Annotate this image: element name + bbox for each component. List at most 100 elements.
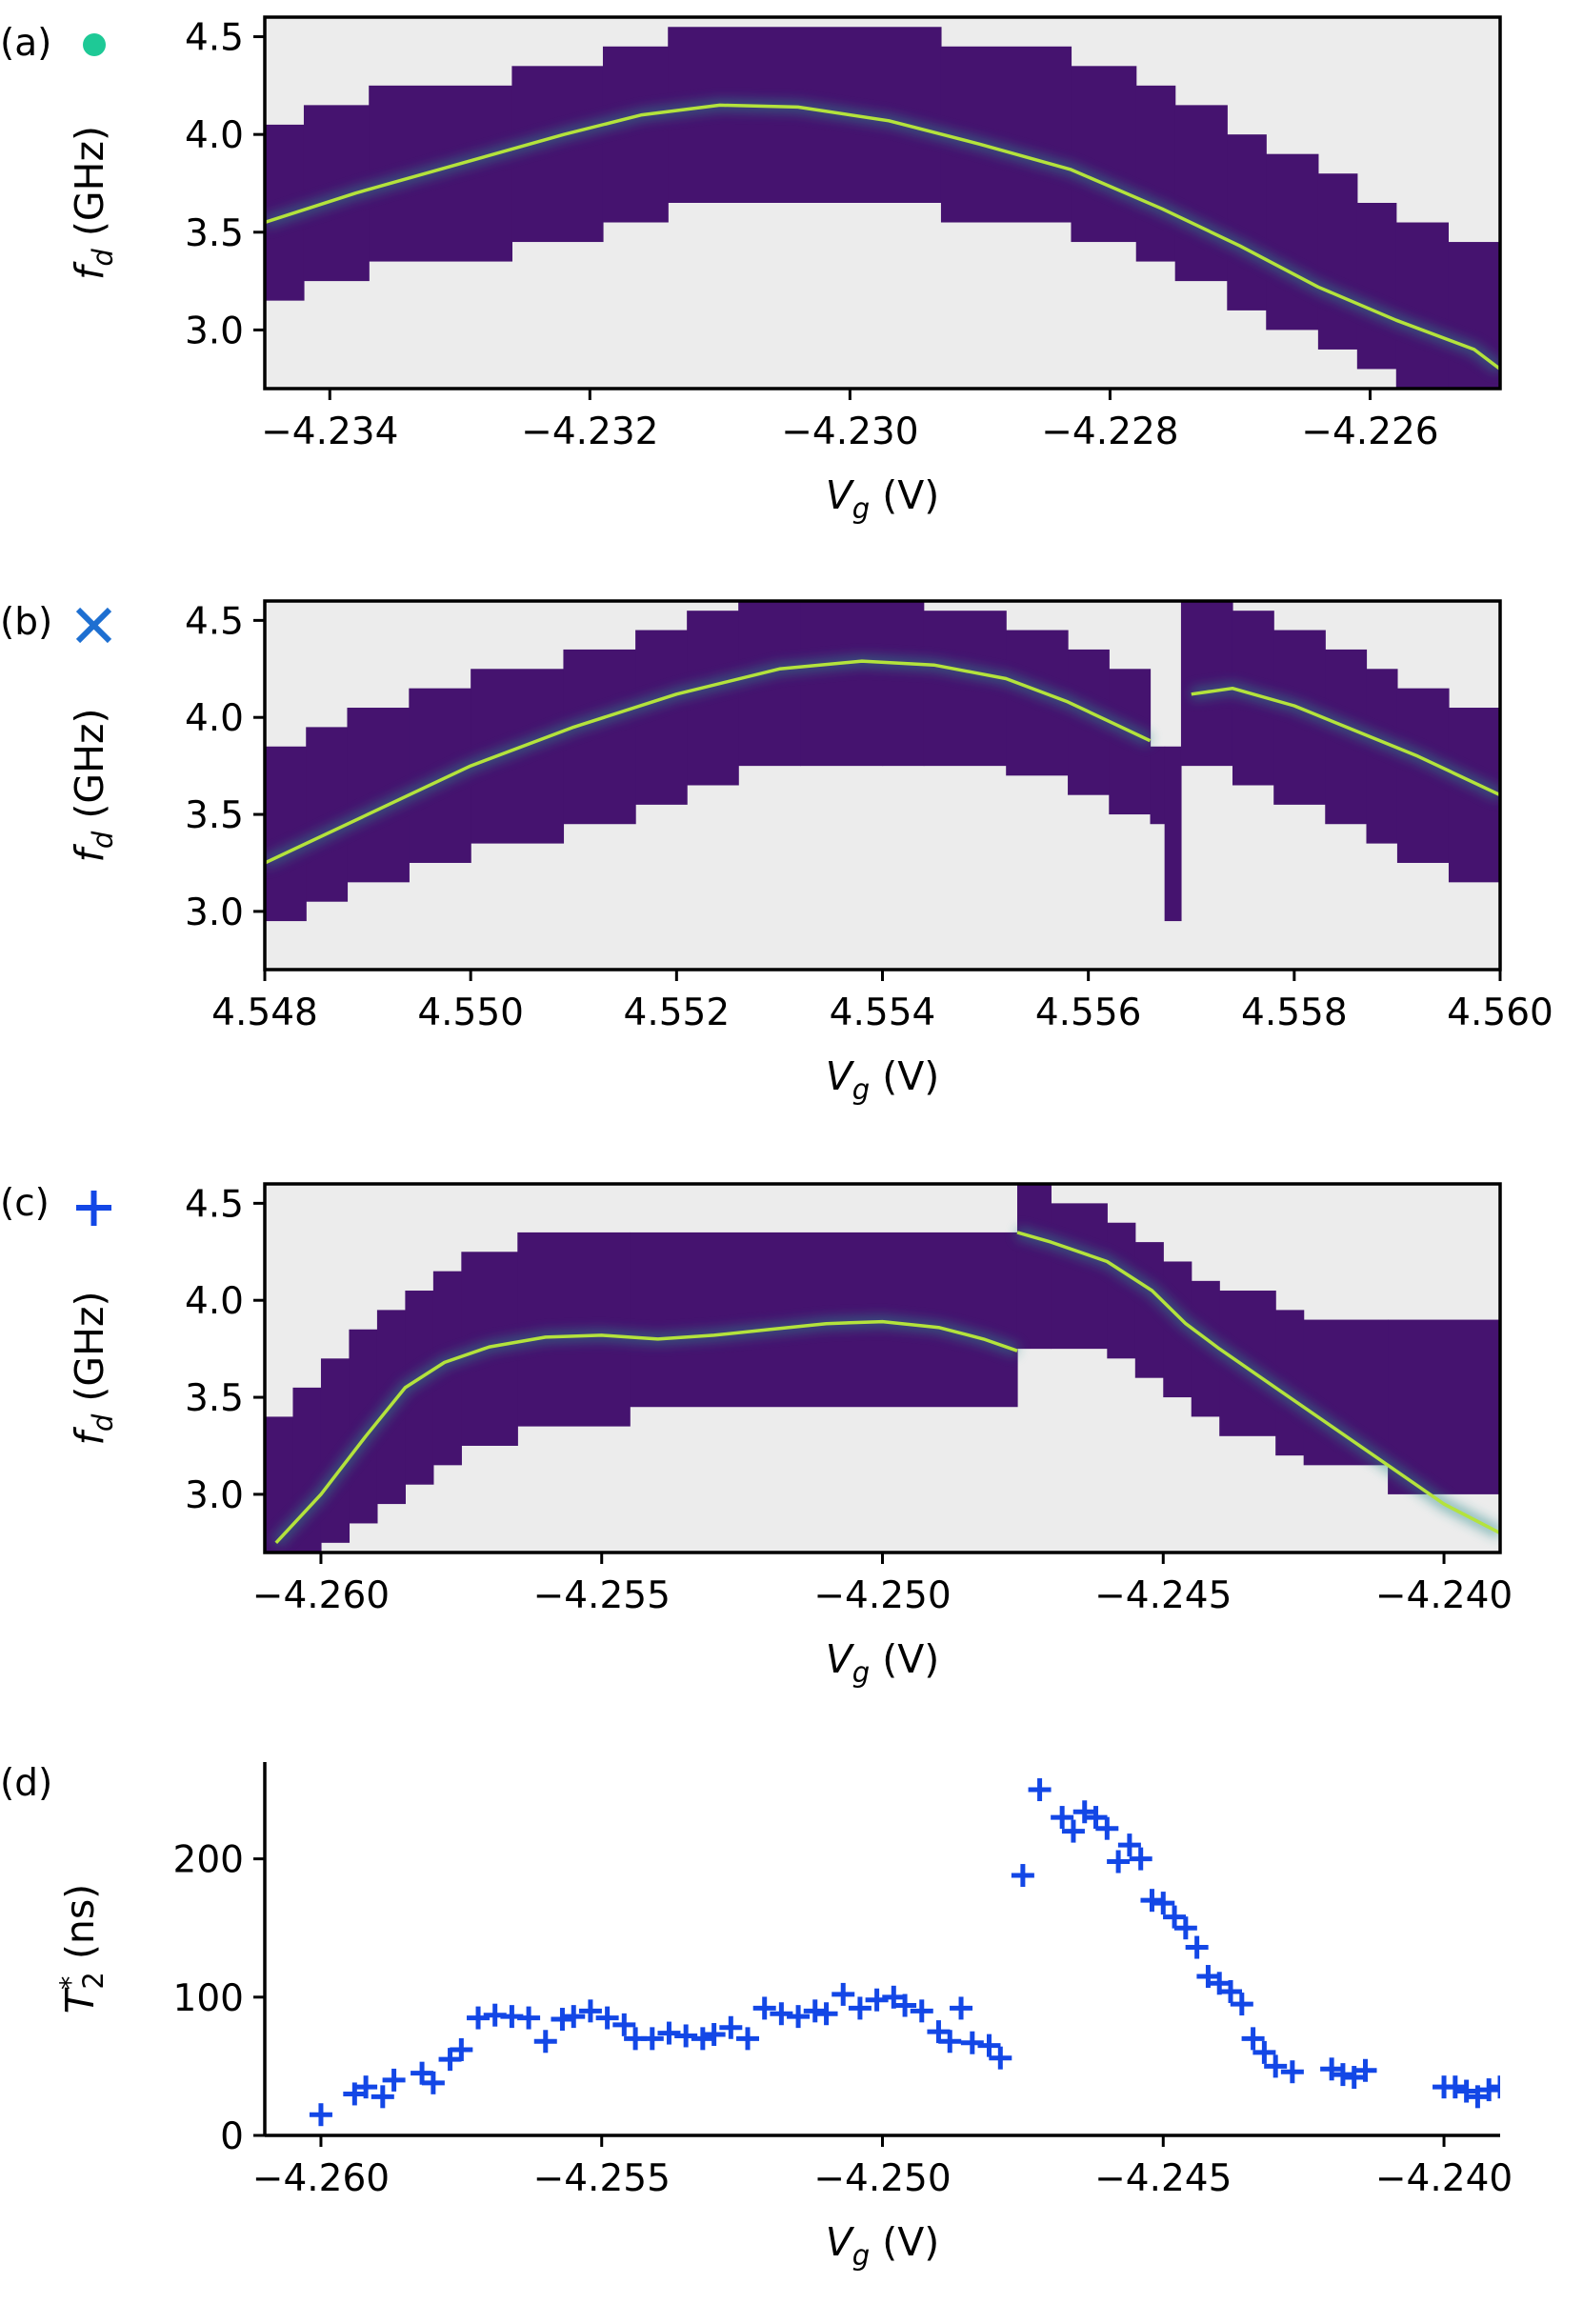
data-point bbox=[770, 2002, 793, 2026]
data-point bbox=[977, 2034, 1001, 2057]
scan-window-9 bbox=[800, 601, 884, 767]
data-point bbox=[1117, 1833, 1141, 1857]
scan-window-7 bbox=[1071, 66, 1137, 243]
scan-window-18 bbox=[1303, 1319, 1389, 1466]
data-point bbox=[1264, 2054, 1288, 2078]
scan-window-13 bbox=[1134, 1242, 1164, 1378]
resonance-line-0 bbox=[265, 659, 1152, 865]
y-tick-label: 3.0 bbox=[185, 1474, 244, 1517]
scan-window-11 bbox=[1051, 1203, 1108, 1350]
data-point bbox=[674, 2024, 698, 2048]
scan-window-1 bbox=[306, 727, 349, 902]
data-point bbox=[950, 1996, 973, 2020]
scan-window-11 bbox=[923, 611, 1007, 767]
panel-label-d: (d) bbox=[0, 1762, 52, 1805]
data-point bbox=[787, 2005, 811, 2029]
y-tick-label: 3.5 bbox=[185, 212, 244, 255]
scan-window-4 bbox=[602, 46, 669, 223]
y-axis-label: T*2 (ns) bbox=[54, 1884, 110, 2013]
x-tick-label: 4.552 bbox=[624, 992, 731, 1034]
scan-window-10 bbox=[1227, 134, 1267, 311]
data-point bbox=[382, 2068, 406, 2092]
scan-window-10 bbox=[1016, 1184, 1052, 1350]
data-point bbox=[1454, 2079, 1478, 2103]
panel-c-marker-icon bbox=[76, 1191, 111, 1226]
data-point bbox=[1084, 1806, 1108, 1830]
heatmap-body bbox=[265, 601, 1500, 922]
y-tick-label: 3.5 bbox=[185, 1377, 244, 1420]
scan-window-6 bbox=[635, 630, 688, 805]
data-point bbox=[691, 2027, 714, 2051]
data-point bbox=[1061, 1819, 1085, 1843]
resonance-line-1 bbox=[1016, 1231, 1500, 1535]
data-point bbox=[450, 2037, 473, 2061]
x-axis-label: Vg (V) bbox=[826, 472, 940, 525]
x-tick-label: 4.548 bbox=[211, 992, 318, 1034]
data-point bbox=[533, 2030, 557, 2054]
x-tick-label: −4.260 bbox=[252, 2157, 390, 2200]
x-tick-label: −4.245 bbox=[1094, 1574, 1232, 1617]
y-tick-label: 4.5 bbox=[185, 600, 244, 643]
data-point bbox=[1353, 2058, 1377, 2082]
panel-label-c: (c) bbox=[0, 1182, 50, 1225]
scan-window-22 bbox=[1396, 688, 1450, 863]
heatmap-a: −4.234 −4.232 −4.230 −4.228 −4.226 3.0 3.5 4.0 4… bbox=[67, 15, 1502, 525]
x-tick-label: 4.560 bbox=[1447, 992, 1553, 1034]
panel-a-marker-icon bbox=[83, 33, 106, 56]
scan-window-16 bbox=[1164, 746, 1182, 922]
panel-a: (a) −4.234 −4.232 −4.230 −4.228 −4.226 3.0 3.5… bbox=[0, 15, 1502, 525]
y-tick-label: 100 bbox=[173, 1977, 244, 2020]
x-tick-label: −4.228 bbox=[1041, 411, 1178, 453]
x-tick-label: −4.255 bbox=[533, 2157, 671, 2200]
data-point bbox=[309, 2103, 332, 2127]
data-point bbox=[752, 1996, 776, 2020]
y-tick-label: 3.0 bbox=[185, 892, 244, 934]
data-point bbox=[893, 1993, 917, 2017]
data-point bbox=[1028, 1778, 1052, 1802]
data-point bbox=[803, 1999, 827, 2023]
panel-label-a: (a) bbox=[0, 22, 51, 65]
scan-window-7 bbox=[687, 611, 739, 786]
scan-window-3 bbox=[511, 66, 604, 243]
data-point bbox=[1051, 1806, 1074, 1830]
data-point bbox=[657, 2021, 681, 2045]
data-point bbox=[702, 2023, 726, 2047]
data-point bbox=[421, 2071, 445, 2094]
scatter-d: −4.260 −4.255 −4.250 −4.245 −4.240 0 100 200 Vg … bbox=[54, 1762, 1513, 2272]
y-axis-label: fd (GHz) bbox=[67, 1291, 119, 1445]
data-point bbox=[1280, 2060, 1304, 2084]
data-point bbox=[1331, 2063, 1354, 2087]
panel-b-marker-icon bbox=[75, 607, 112, 644]
scan-window-10 bbox=[882, 601, 925, 767]
data-point bbox=[1252, 2040, 1276, 2064]
data-point bbox=[467, 2006, 491, 2030]
heatmap-b: 4.548 4.550 4.552 4.554 4.556 4.558 4.560 3.0 3.… bbox=[67, 599, 1553, 1106]
data-point bbox=[1443, 2075, 1467, 2099]
scan-window-21 bbox=[1366, 669, 1398, 844]
y-tick-label: 4.0 bbox=[185, 1280, 244, 1323]
panel-d: (d) −4.260 −4.255 −4.250 −4.245 −4.240 0 100 20… bbox=[0, 1762, 1513, 2272]
scan-window-19 bbox=[1388, 1319, 1500, 1494]
x-tick-label: −4.245 bbox=[1094, 2157, 1232, 2200]
x-axis-label: Vg (V) bbox=[826, 2219, 940, 2272]
data-point bbox=[865, 1988, 889, 2012]
scan-window-14 bbox=[1395, 222, 1449, 389]
scan-window-2 bbox=[320, 1358, 351, 1543]
panel-c: (c) −4.260 −4.255 −4.250 −4.245 −4.240 3.0 3.5… bbox=[0, 1182, 1513, 1689]
data-point bbox=[1107, 1850, 1131, 1873]
data-point bbox=[736, 2027, 760, 2051]
x-axis-label: Vg (V) bbox=[826, 1636, 940, 1689]
scan-window-15 bbox=[1150, 746, 1166, 825]
data-point bbox=[938, 2030, 962, 2054]
x-tick-label: 4.550 bbox=[417, 992, 524, 1034]
y-tick-label: 3.5 bbox=[185, 794, 244, 837]
data-point bbox=[1163, 1905, 1187, 1929]
y-tick-label: 4.0 bbox=[185, 697, 244, 740]
data-point bbox=[1011, 1864, 1034, 1888]
scan-window-0 bbox=[265, 746, 307, 922]
heatmap-c: −4.260 −4.255 −4.250 −4.245 −4.240 3.0 3.5 4.0 4… bbox=[67, 1182, 1513, 1689]
x-tick-label: −4.226 bbox=[1301, 411, 1438, 453]
data-point bbox=[595, 2006, 619, 2030]
data-point bbox=[1320, 2057, 1344, 2081]
data-point bbox=[910, 1999, 933, 2023]
